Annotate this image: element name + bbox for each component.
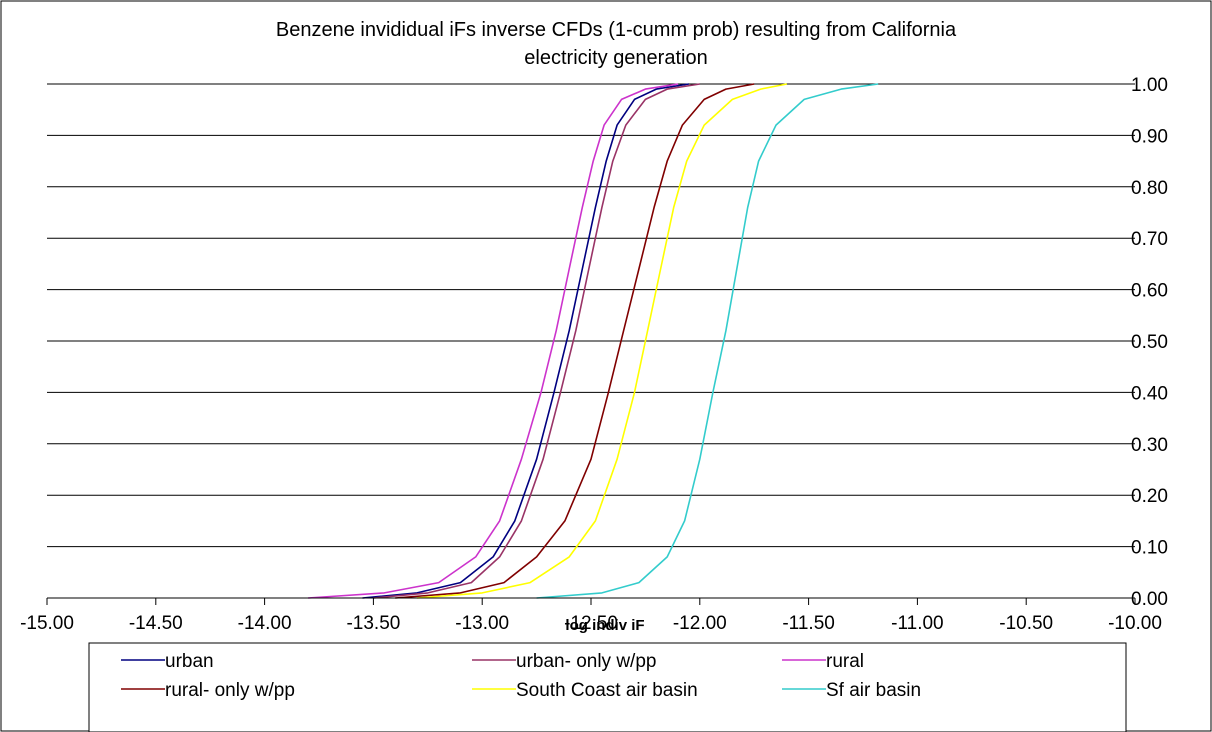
y-tick-label: 0.80: [1131, 178, 1168, 199]
legend: urban urban- only w/pp rural rural- only w/…: [88, 642, 1127, 732]
series-line: [362, 83, 690, 599]
series-line: [373, 83, 700, 599]
y-tick-label: 0.10: [1131, 538, 1168, 559]
y-tick-label: 1.00: [1131, 75, 1168, 96]
series-line: [536, 83, 879, 599]
x-tick-label: -14.50: [129, 613, 183, 634]
legend-label: urban: [165, 651, 214, 672]
x-tick-label: -12.50: [564, 613, 618, 634]
y-tick-label: 0.90: [1131, 126, 1168, 147]
y-tick-label: 0.70: [1131, 229, 1168, 250]
y-tick-label: 0.20: [1131, 486, 1168, 507]
legend-box: [88, 642, 1127, 732]
x-tick-label: -10.00: [1108, 613, 1162, 634]
y-tick-label: 0.30: [1131, 435, 1168, 456]
legend-label: Sf air basin: [826, 680, 921, 701]
chart-title-line-1: Benzene invididual iFs inverse CFDs (1-c…: [276, 19, 957, 41]
x-tick-label: -13.50: [346, 613, 400, 634]
legend-label: urban- only w/pp: [516, 651, 656, 672]
x-tick-label: -11.50: [782, 613, 834, 634]
y-tick-label: 0.40: [1131, 383, 1168, 404]
series-line: [416, 83, 787, 599]
legend-label: rural- only w/pp: [165, 680, 295, 701]
x-tick-label: -15.00: [20, 613, 74, 634]
legend-label: rural: [826, 651, 864, 672]
y-tick-label: 0.00: [1131, 589, 1168, 610]
x-tick-label: -12.00: [673, 613, 727, 634]
y-tick-label: 0.50: [1131, 332, 1168, 353]
series-line: [308, 83, 679, 599]
series-lines: [308, 83, 879, 599]
x-tick-label: -10.50: [999, 613, 1053, 634]
axes: 0.00 0.10 0.20 0.30 0.40 0.50 0.60 0.70 0.80 0.90…: [20, 75, 1168, 634]
chart-title-line-2: electricity generation: [524, 47, 707, 69]
x-tick-label: -13.00: [455, 613, 509, 634]
legend-label: South Coast air basin: [516, 680, 698, 701]
x-tick-label: -11.00: [891, 613, 943, 634]
series-line: [395, 83, 755, 599]
x-tick-label: -14.00: [238, 613, 292, 634]
x-axis-label: log indiv iF: [565, 617, 644, 634]
y-tick-label: 0.60: [1131, 281, 1168, 302]
